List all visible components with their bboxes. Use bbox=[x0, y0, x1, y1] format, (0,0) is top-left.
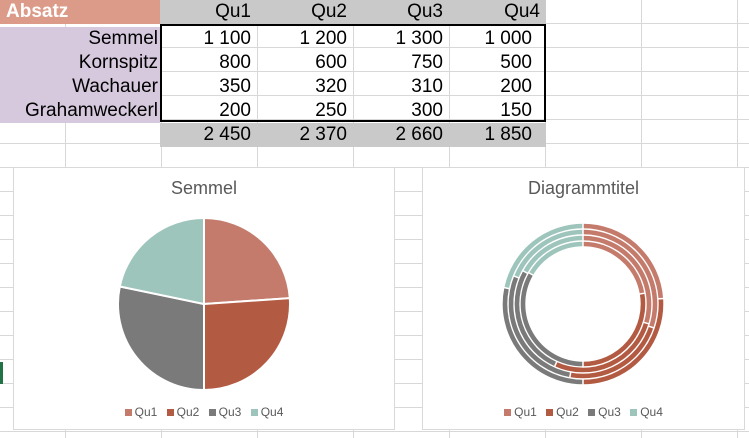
sheet-tab-indicator bbox=[0, 362, 3, 384]
pie-chart[interactable]: Semmel Qu1 Qu2 Qu3 Qu4 bbox=[13, 167, 395, 430]
table-title-cell[interactable]: Absatz bbox=[0, 0, 160, 24]
donut-ring-2-segment-qu1[interactable] bbox=[582, 229, 658, 328]
table-border bbox=[160, 24, 546, 122]
table-cell[interactable]: 1 100 bbox=[203, 28, 251, 49]
donut-segment-separator bbox=[513, 275, 520, 279]
pie-slice-qu1[interactable] bbox=[203, 216, 291, 306]
donut-ring-1-segment-qu4[interactable] bbox=[504, 223, 584, 289]
donut-ring-3-segment-qu3[interactable] bbox=[514, 270, 557, 367]
donut-chart-legend[interactable]: Qu1 Qu2 Qu3 Qu4 bbox=[423, 405, 744, 419]
table-cell[interactable]: 500 bbox=[500, 52, 532, 73]
table-cell[interactable]: 750 bbox=[411, 52, 443, 73]
legend-swatch bbox=[588, 409, 596, 417]
pie-chart-title[interactable]: Semmel bbox=[170, 178, 237, 198]
header-qu3[interactable]: Qu3 bbox=[353, 0, 449, 24]
table-cell[interactable]: 320 bbox=[315, 76, 347, 97]
donut-segment-separator bbox=[568, 371, 572, 378]
donut-ring-2-segment-qu4[interactable] bbox=[514, 229, 584, 278]
pie-chart-legend[interactable]: Qu1 Qu2 Qu3 Qu4 bbox=[14, 405, 394, 419]
donut-ring-4-segment-qu4[interactable] bbox=[529, 241, 584, 276]
table-cell[interactable]: 1 300 bbox=[395, 28, 443, 49]
legend-item-qu2[interactable]: Qu2 bbox=[166, 405, 200, 419]
donut-ring-3-segment-qu1[interactable] bbox=[582, 235, 652, 324]
donut-ring-4-segment-qu1[interactable] bbox=[582, 241, 645, 295]
pie-chart-plot bbox=[117, 216, 291, 392]
pie-slice-qu3[interactable] bbox=[117, 285, 205, 392]
donut-segment-separator bbox=[648, 325, 655, 329]
donut-ring-1-segment-qu3[interactable] bbox=[502, 287, 584, 385]
legend-item-qu3[interactable]: Qu3 bbox=[588, 405, 621, 419]
legend-swatch bbox=[546, 409, 554, 417]
donut-ring-2-segment-qu2[interactable] bbox=[569, 326, 654, 379]
total-qu3[interactable]: 2 660 bbox=[353, 123, 449, 147]
donut-ring-1-segment-qu1[interactable] bbox=[582, 223, 664, 299]
legend-swatch bbox=[504, 409, 512, 417]
legend-label: Qu2 bbox=[556, 405, 579, 419]
donut-segment-separator bbox=[639, 292, 646, 295]
donut-ring-1-segment-qu2[interactable] bbox=[582, 298, 664, 385]
table-cell[interactable]: 200 bbox=[219, 100, 251, 121]
donut-ring-3-segment-qu4[interactable] bbox=[523, 235, 584, 274]
donut-ring-4-segment-qu3[interactable] bbox=[520, 272, 584, 367]
legend-swatch bbox=[630, 409, 638, 417]
legend-item-qu4[interactable]: Qu4 bbox=[630, 405, 663, 419]
table-cell[interactable]: 800 bbox=[219, 52, 251, 73]
legend-label: Qu2 bbox=[176, 405, 200, 419]
donut-ring-3-segment-qu2[interactable] bbox=[554, 322, 649, 373]
legend-item-qu3[interactable]: Qu3 bbox=[208, 405, 242, 419]
donut-segment-separator bbox=[503, 286, 510, 290]
legend-swatch bbox=[166, 409, 174, 417]
row-label-semmel[interactable]: Semmel bbox=[0, 27, 160, 51]
legend-label: Qu4 bbox=[260, 405, 284, 419]
header-qu2[interactable]: Qu2 bbox=[257, 0, 353, 24]
donut-chart[interactable]: Diagrammtitel Qu1 Qu2 Qu3 Qu4 bbox=[422, 167, 745, 430]
legend-label: Qu1 bbox=[514, 405, 537, 419]
table-cell[interactable]: 1 000 bbox=[484, 28, 532, 49]
header-qu4[interactable]: Qu4 bbox=[449, 0, 546, 24]
table-cell[interactable]: 350 bbox=[219, 76, 251, 97]
donut-ring-4-segment-qu2[interactable] bbox=[582, 293, 646, 367]
legend-item-qu2[interactable]: Qu2 bbox=[546, 405, 579, 419]
legend-swatch bbox=[124, 409, 132, 417]
donut-segment-separator bbox=[528, 271, 535, 277]
row-label-kornspitz[interactable]: Kornspitz bbox=[0, 51, 160, 75]
table-cell[interactable]: 150 bbox=[500, 100, 532, 121]
donut-segment-separator bbox=[553, 361, 558, 368]
header-qu1[interactable]: Qu1 bbox=[160, 0, 257, 24]
table-cell[interactable]: 310 bbox=[411, 76, 443, 97]
row-label-wachauer[interactable]: Wachauer bbox=[0, 75, 160, 99]
pie-slice-qu4[interactable] bbox=[118, 216, 205, 306]
legend-swatch bbox=[208, 409, 216, 417]
legend-label: Qu3 bbox=[218, 405, 242, 419]
legend-item-qu4[interactable]: Qu4 bbox=[250, 405, 284, 419]
row-label-grahamweckerl[interactable]: Grahamweckerl bbox=[0, 99, 160, 123]
donut-segment-separator bbox=[643, 321, 650, 325]
legend-label: Qu1 bbox=[134, 405, 158, 419]
donut-chart-title[interactable]: Diagrammtitel bbox=[527, 178, 640, 198]
legend-item-qu1[interactable]: Qu1 bbox=[124, 405, 158, 419]
total-qu1[interactable]: 2 450 bbox=[160, 123, 257, 147]
table-cell[interactable]: 600 bbox=[315, 52, 347, 73]
total-qu4[interactable]: 1 850 bbox=[449, 123, 546, 147]
table-cell[interactable]: 250 bbox=[315, 100, 347, 121]
legend-label: Qu3 bbox=[598, 405, 621, 419]
pie-slice-qu2[interactable] bbox=[203, 297, 291, 392]
table-cell[interactable]: 1 200 bbox=[299, 28, 347, 49]
donut-segment-separator bbox=[522, 269, 529, 275]
total-qu2[interactable]: 2 370 bbox=[257, 123, 353, 147]
legend-item-qu1[interactable]: Qu1 bbox=[504, 405, 537, 419]
table-cell[interactable]: 200 bbox=[500, 76, 532, 97]
legend-swatch bbox=[250, 409, 258, 417]
table-cell[interactable]: 300 bbox=[411, 100, 443, 121]
donut-ring-2-segment-qu3[interactable] bbox=[508, 276, 571, 378]
legend-label: Qu4 bbox=[640, 405, 663, 419]
donut-chart-plot bbox=[502, 223, 664, 385]
